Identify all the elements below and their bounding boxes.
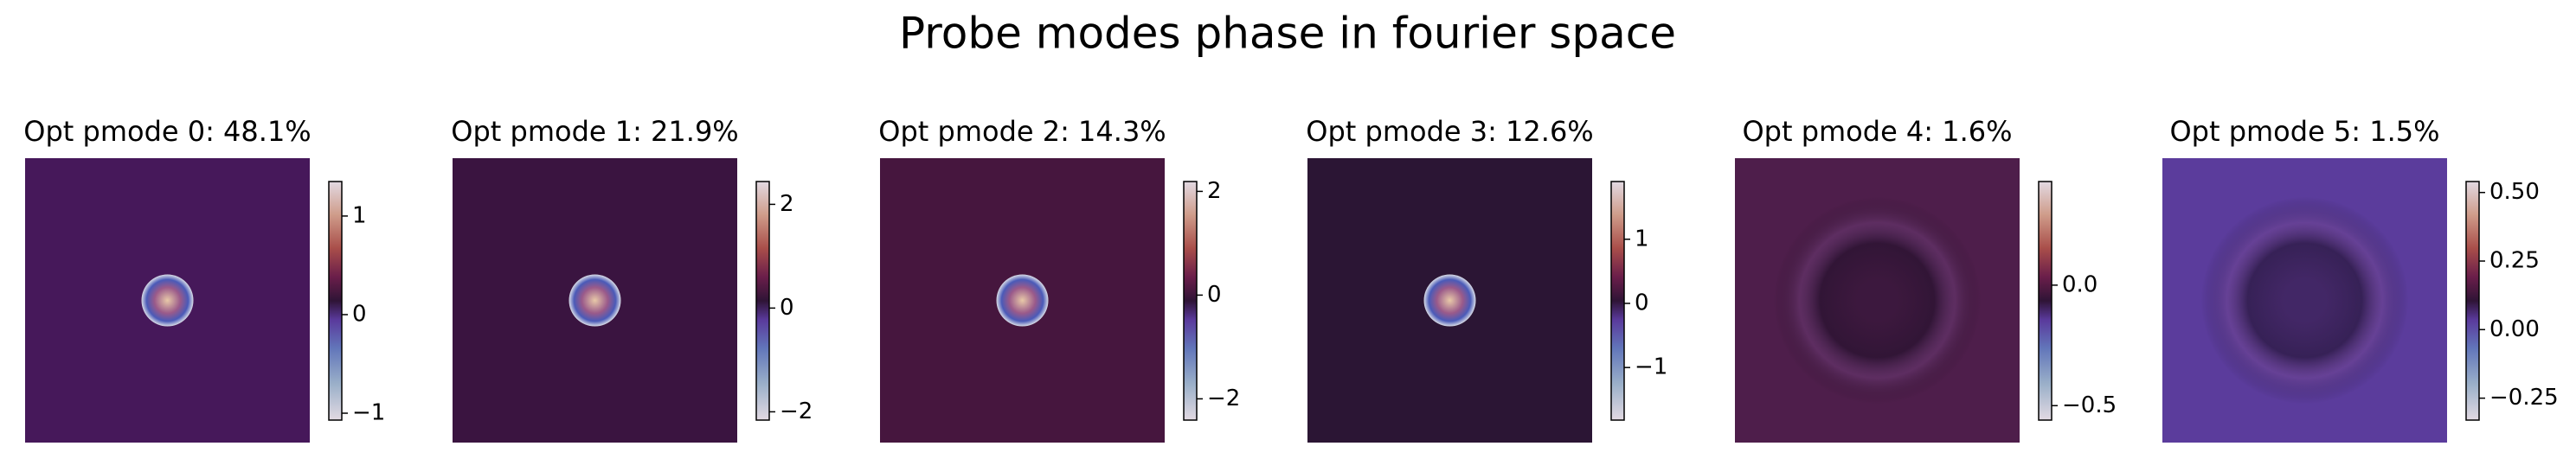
colorbar-tick-label: 1 bbox=[1635, 226, 1649, 252]
colorbar-tick-label: 0 bbox=[780, 295, 794, 321]
probe-ring bbox=[2200, 196, 2409, 405]
colorbar bbox=[1183, 181, 1198, 421]
colorbar-tick-label: −2 bbox=[780, 398, 813, 424]
colorbar-tick-label: 1 bbox=[352, 202, 367, 228]
colorbar-tick-label: −2 bbox=[1207, 386, 1240, 411]
panel-title: Opt pmode 0: 48.1% bbox=[23, 115, 311, 148]
colorbar-tick-label: 2 bbox=[780, 191, 794, 217]
panel-title: Opt pmode 3: 12.6% bbox=[1306, 115, 1593, 148]
colorbar-tick-label: 0 bbox=[1207, 282, 1222, 308]
colorbar-tick-label: 2 bbox=[1207, 178, 1222, 204]
panel-title: Opt pmode 1: 21.9% bbox=[451, 115, 738, 148]
probe-ring bbox=[1773, 196, 1982, 405]
colorbar-tick-label: 0.25 bbox=[2489, 248, 2540, 274]
colorbar-tick-label: 0 bbox=[352, 301, 367, 327]
colorbar-tick-label: 0.00 bbox=[2489, 316, 2540, 342]
probe-blob bbox=[569, 274, 621, 327]
panel-title: Opt pmode 4: 1.6% bbox=[1742, 115, 2012, 148]
colorbar bbox=[2465, 181, 2480, 421]
colorbar-tick-label: −1 bbox=[352, 400, 385, 426]
colorbar bbox=[2038, 181, 2052, 421]
probe-blob bbox=[996, 274, 1049, 327]
colorbar bbox=[328, 181, 343, 421]
probe-blob bbox=[141, 274, 194, 327]
colorbar-tick-label: −0.5 bbox=[2062, 392, 2117, 418]
probe-blob bbox=[1423, 274, 1476, 327]
colorbar-tick-label: 0.50 bbox=[2489, 179, 2540, 205]
colorbar-tick-label: 0 bbox=[1635, 290, 1649, 316]
panel-title: Opt pmode 2: 14.3% bbox=[878, 115, 1166, 148]
colorbar-tick-label: −1 bbox=[1635, 354, 1667, 380]
colorbar bbox=[755, 181, 770, 421]
colorbar-tick-label: −0.25 bbox=[2489, 385, 2559, 411]
figure-title: Probe modes phase in fourier space bbox=[899, 9, 1676, 59]
colorbar-tick-label: 0.0 bbox=[2062, 271, 2097, 297]
colorbar bbox=[1610, 181, 1625, 421]
panel-title: Opt pmode 5: 1.5% bbox=[2169, 115, 2439, 148]
